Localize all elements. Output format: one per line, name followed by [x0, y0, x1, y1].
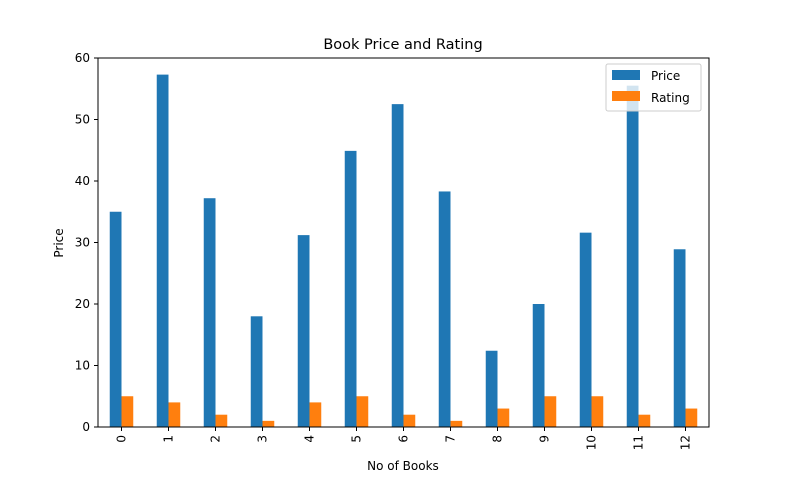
y-axis-label: Price — [52, 228, 66, 257]
bar-price-8 — [485, 350, 498, 427]
x-tick-label: 10 — [585, 435, 599, 450]
y-tick-label: 20 — [75, 297, 90, 311]
bar-price-7 — [438, 191, 451, 427]
x-tick-label: 2 — [209, 435, 223, 443]
x-axis-label: No of Books — [367, 459, 439, 473]
bar-rating-7 — [450, 420, 463, 427]
bar-price-2 — [203, 198, 216, 427]
bar-rating-9 — [544, 396, 557, 427]
bar-rating-3 — [262, 420, 275, 427]
bar-price-6 — [391, 104, 404, 428]
bar-price-4 — [297, 235, 310, 427]
x-tick-label: 0 — [115, 435, 129, 443]
x-tick-label: 9 — [538, 435, 552, 443]
y-tick-label: 40 — [75, 174, 90, 188]
x-tick-label: 11 — [632, 435, 646, 450]
bar-price-0 — [109, 211, 122, 427]
legend-swatch-rating — [612, 91, 640, 101]
legend: Price Rating — [605, 63, 702, 112]
x-tick-label: 3 — [256, 435, 270, 443]
bar-rating-12 — [685, 408, 698, 427]
bar-rating-4 — [309, 402, 322, 427]
x-ticks: 0 1 2 3 4 5 6 7 8 9 10 11 12 — [115, 427, 693, 450]
y-tick-label: 50 — [75, 113, 90, 127]
bar-rating-6 — [403, 414, 416, 427]
bar-rating-10 — [591, 396, 604, 427]
bar-price-1 — [156, 74, 169, 428]
x-tick-label: 5 — [350, 435, 364, 443]
bars-group — [109, 74, 698, 428]
legend-label-price: Price — [651, 69, 680, 83]
bar-rating-5 — [356, 396, 369, 427]
x-tick-label: 1 — [162, 435, 176, 443]
y-ticks: 0 10 20 30 40 50 60 — [75, 51, 98, 434]
bar-price-3 — [250, 316, 263, 427]
chart-title: Book Price and Rating — [323, 37, 482, 53]
x-tick-label: 4 — [303, 435, 317, 443]
y-tick-label: 60 — [75, 51, 90, 65]
bar-price-9 — [532, 304, 545, 427]
x-tick-label: 8 — [491, 435, 505, 443]
x-tick-label: 7 — [444, 435, 458, 443]
bar-price-11 — [626, 85, 639, 428]
y-tick-label: 0 — [82, 420, 90, 434]
y-tick-label: 10 — [75, 359, 90, 373]
bar-price-5 — [344, 150, 357, 427]
bar-rating-8 — [497, 408, 510, 427]
bar-price-10 — [579, 232, 592, 427]
legend-swatch-price — [612, 70, 640, 80]
legend-label-rating: Rating — [651, 91, 690, 105]
x-tick-label: 12 — [679, 435, 693, 450]
y-tick-label: 30 — [75, 236, 90, 250]
bar-rating-0 — [121, 396, 134, 427]
bar-rating-1 — [168, 402, 181, 427]
bar-rating-2 — [215, 414, 228, 427]
bar-price-12 — [673, 249, 686, 427]
x-tick-label: 6 — [397, 435, 411, 443]
bar-rating-11 — [638, 414, 651, 427]
plot-area-frame — [97, 57, 710, 428]
